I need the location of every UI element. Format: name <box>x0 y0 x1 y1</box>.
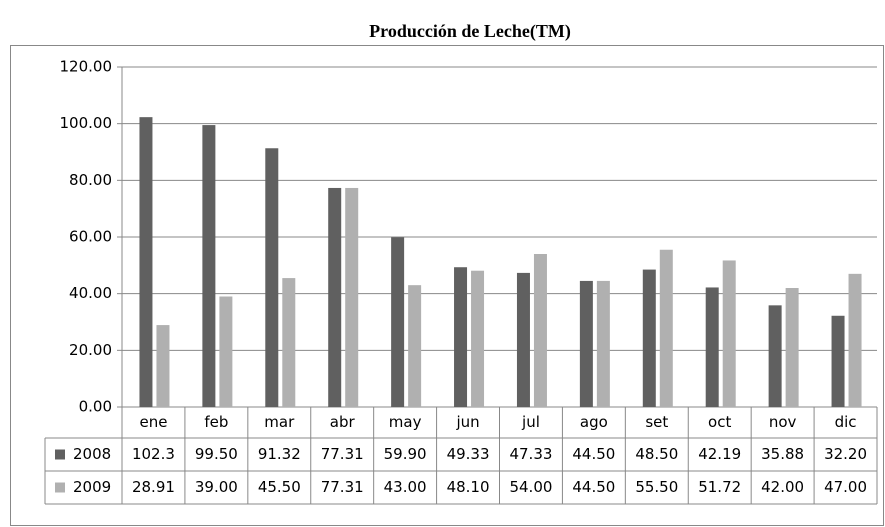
bar <box>139 117 153 408</box>
x-tick-label: ene <box>139 413 167 431</box>
bar <box>768 305 782 407</box>
value-label: 39.00 <box>195 478 238 496</box>
bar <box>848 273 862 407</box>
bar <box>722 260 736 407</box>
value-label: 55.50 <box>635 478 678 496</box>
x-tick-label: feb <box>204 413 228 431</box>
y-tick-label: 20.00 <box>69 341 112 359</box>
value-label: 59.90 <box>384 445 427 463</box>
value-label: 91.32 <box>258 445 301 463</box>
value-label: 77.31 <box>321 478 364 496</box>
bar <box>705 287 719 407</box>
x-tick-label: mar <box>264 413 295 431</box>
value-label: 42.19 <box>698 445 741 463</box>
y-tick-label: 60.00 <box>69 228 112 246</box>
x-tick-label: ago <box>580 413 608 431</box>
value-label: 49.33 <box>447 445 490 463</box>
legend-label: 2009 <box>73 478 111 496</box>
y-tick-label: 40.00 <box>69 284 112 302</box>
legend-swatch <box>55 482 65 493</box>
value-label: 47.00 <box>824 478 867 496</box>
bar <box>516 272 530 407</box>
bar <box>328 187 342 407</box>
value-label: 77.31 <box>321 445 364 463</box>
bar <box>785 288 799 407</box>
value-label: 43.00 <box>384 478 427 496</box>
chart-title: Producción de Leche(TM) <box>369 21 571 42</box>
bar <box>156 325 170 407</box>
bar <box>345 187 359 407</box>
bar <box>454 267 468 407</box>
x-tick-label: oct <box>708 413 731 431</box>
value-label: 47.33 <box>509 445 552 463</box>
value-label: 51.72 <box>698 478 741 496</box>
y-tick-label: 0.00 <box>79 398 112 416</box>
value-label: 28.91 <box>132 478 175 496</box>
value-label: 32.20 <box>824 445 867 463</box>
bar <box>596 280 610 407</box>
x-tick-label: jul <box>521 413 540 431</box>
y-tick-label: 80.00 <box>69 171 112 189</box>
legend-label: 2008 <box>73 445 111 463</box>
bar <box>391 237 405 407</box>
bar <box>831 315 845 407</box>
y-tick-label: 120.00 <box>60 58 113 76</box>
value-label: 54.00 <box>509 478 552 496</box>
bar <box>471 270 485 407</box>
x-tick-label: dic <box>835 413 857 431</box>
value-label: 48.50 <box>635 445 678 463</box>
x-tick-label: may <box>389 413 422 431</box>
bar <box>408 285 422 407</box>
bar <box>202 125 216 407</box>
bar <box>282 278 296 407</box>
bar <box>642 269 656 407</box>
value-label: 102.3 <box>132 445 175 463</box>
bar <box>219 296 233 407</box>
x-tick-label: abr <box>330 413 356 431</box>
value-label: 44.50 <box>572 445 615 463</box>
bar <box>659 249 673 407</box>
value-label: 45.50 <box>258 478 301 496</box>
value-label: 42.00 <box>761 478 804 496</box>
legend-swatch <box>55 449 65 460</box>
bar <box>265 148 279 407</box>
y-tick-label: 100.00 <box>60 114 113 132</box>
x-tick-label: jun <box>455 413 479 431</box>
chart-frame <box>10 45 884 526</box>
x-tick-label: set <box>645 413 668 431</box>
bar <box>533 254 547 407</box>
value-label: 35.88 <box>761 445 804 463</box>
value-label: 99.50 <box>195 445 238 463</box>
x-tick-label: nov <box>769 413 797 431</box>
value-label: 44.50 <box>572 478 615 496</box>
value-label: 48.10 <box>447 478 490 496</box>
bar <box>579 280 593 407</box>
